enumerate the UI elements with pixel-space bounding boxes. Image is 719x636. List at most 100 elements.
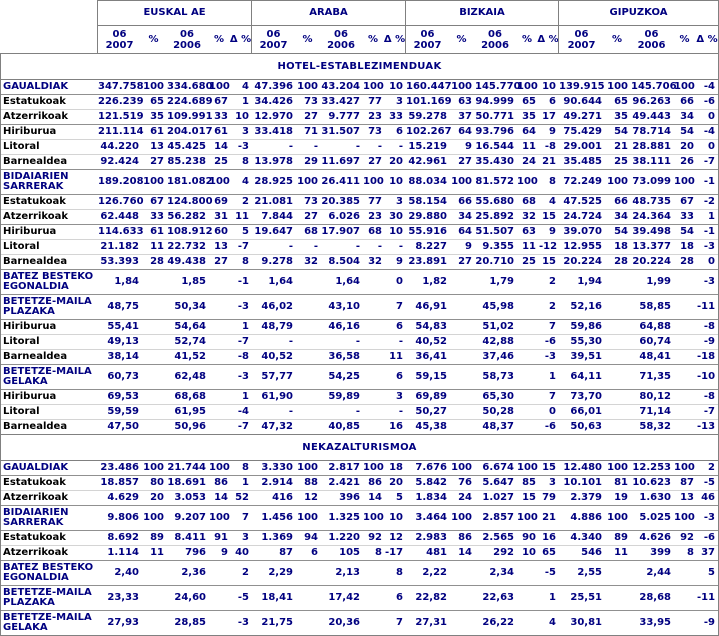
cell-value: -8	[703, 321, 715, 332]
row-label: GAUALDIAK	[3, 81, 69, 92]
cell-value: 1	[708, 211, 715, 222]
cell-value: 68	[522, 196, 536, 207]
cell-value: 50,96	[174, 421, 206, 432]
cell-value: 35.485	[563, 156, 602, 167]
cell-value: 68	[304, 226, 318, 237]
cell-value: 24.364	[632, 211, 671, 222]
cell-value: 24	[458, 492, 472, 503]
region-header-araba: ARABA	[251, 0, 405, 26]
cell-value: 78.714	[632, 126, 671, 137]
table-row: Barnealdea 38,14 41,52 -8 40,52 36,58 11 36,41 3…	[1, 349, 718, 364]
cell-value: 0	[708, 111, 715, 122]
cell-value: 34	[458, 211, 472, 222]
row-label: Estatukoak	[3, 196, 66, 207]
cell-value: 88.034	[408, 176, 447, 187]
cell-value: 67	[680, 196, 694, 207]
cell-value: 21.081	[254, 196, 293, 207]
column-header-line1: %	[302, 34, 313, 45]
cell-value: 2	[549, 301, 556, 312]
cell-value: 2.817	[328, 462, 360, 473]
region-header-bizkaia: BIZKAIA	[405, 0, 558, 26]
cell-value: 23.486	[100, 462, 139, 473]
cell-value: 54	[680, 226, 694, 237]
cell-value: 11	[150, 241, 164, 252]
cell-value: 37,46	[482, 351, 514, 362]
cell-value: 65	[614, 96, 628, 107]
cell-value: 25	[214, 156, 228, 167]
cell-value: 31	[214, 211, 228, 222]
cell-value: 26	[680, 156, 694, 167]
cell-value: -7	[237, 421, 249, 432]
cell-value: 54,64	[174, 321, 206, 332]
cell-value: 24.724	[563, 211, 602, 222]
cell-value: 16	[389, 421, 403, 432]
cell-value: 26,22	[482, 617, 514, 628]
cell-value: 65,30	[482, 391, 514, 402]
cell-value: 100	[363, 462, 384, 473]
cell-value: 65	[542, 547, 556, 558]
cell-value: 396	[339, 492, 360, 503]
column-header-line1: 06	[112, 28, 127, 40]
cell-value: 25	[522, 256, 536, 267]
cell-value: 6	[396, 126, 403, 137]
column-header: %	[604, 26, 630, 53]
cell-value: -8	[237, 351, 249, 362]
cell-value: 40,85	[328, 421, 360, 432]
cell-value: 1	[242, 477, 249, 488]
cell-value: 62,48	[174, 371, 206, 382]
cell-value: 9	[396, 256, 403, 267]
cell-value: -9	[703, 336, 715, 347]
column-header-line1: Δ %	[696, 34, 718, 45]
table-row: Hiriburua 114.633 61 108.912 60 5 19.647 68 17.9…	[1, 224, 718, 239]
row-label: BETETZE-MAILA PLAZAKA	[3, 587, 92, 608]
cell-value: 64	[458, 126, 472, 137]
cell-value: 75.429	[563, 126, 602, 137]
cell-value: 66	[458, 196, 472, 207]
cell-value: 76	[458, 477, 472, 488]
cell-value: 145.770	[475, 81, 521, 92]
cell-value: 3.330	[261, 462, 293, 473]
column-header-line2: 2006	[327, 39, 355, 51]
cell-value: 796	[185, 547, 206, 558]
row-label: BETETZE-MAILA PLAZAKA	[3, 296, 92, 317]
section-header: HOTEL-ESTABLEZIMENDUAK	[1, 54, 718, 80]
cell-value: 3	[396, 196, 403, 207]
cell-value: 89	[150, 532, 164, 543]
cell-value: 100	[674, 176, 695, 187]
cell-value: 25.892	[475, 211, 514, 222]
cell-value: -	[288, 406, 293, 417]
column-header-line1: 06	[334, 28, 348, 40]
cell-value: 6.674	[482, 462, 514, 473]
cell-value: 72.249	[563, 176, 602, 187]
cell-value: 2,55	[577, 567, 602, 578]
region-header-gipuzkoa: GIPUZKOA	[558, 0, 719, 26]
cell-value: 100	[297, 81, 318, 92]
cell-value: 19	[614, 492, 628, 503]
cell-value: 100	[297, 512, 318, 523]
cell-value: 29.001	[563, 141, 602, 152]
cell-value: 1.630	[639, 492, 671, 503]
column-header-line1: %	[456, 34, 467, 45]
cell-value: 18.857	[100, 477, 139, 488]
cell-value: 21	[542, 156, 556, 167]
table-row: Barnealdea 92.424 27 85.238 25 8 13.978 29 11.69…	[1, 154, 718, 169]
cell-value: 9.278	[261, 256, 293, 267]
cell-value: -3	[237, 371, 249, 382]
cell-value: 10	[235, 111, 249, 122]
cell-value: 30	[389, 211, 403, 222]
cell-value: 45,38	[415, 421, 447, 432]
cell-value: 12.253	[632, 462, 671, 473]
cell-value: 58,85	[639, 301, 671, 312]
cell-value: 48,75	[107, 301, 139, 312]
cell-value: 1.325	[328, 512, 360, 523]
cell-value: 2	[242, 196, 249, 207]
cell-value: 3	[396, 96, 403, 107]
cell-value: 416	[272, 492, 293, 503]
cell-value: 9	[221, 547, 228, 558]
cell-value: 64	[522, 126, 536, 137]
row-label: Atzerrikoak	[3, 492, 69, 503]
cell-value: 85.238	[167, 156, 206, 167]
cell-value: 2.379	[570, 492, 602, 503]
cell-value: 15	[542, 211, 556, 222]
cell-value: 40,52	[415, 336, 447, 347]
